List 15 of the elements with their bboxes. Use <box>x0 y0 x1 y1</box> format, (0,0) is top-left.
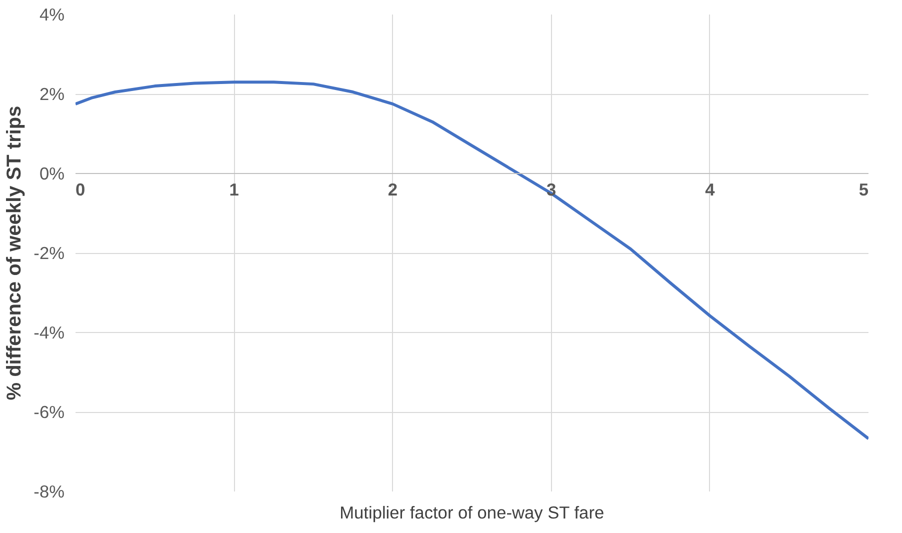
x-tick-label: 4 <box>705 180 716 200</box>
y-axis-title: % difference of weekly ST trips <box>4 106 26 400</box>
y-tick-label: -4% <box>34 322 65 342</box>
x-tick-label: 1 <box>229 180 240 200</box>
y-tick-label: 2% <box>39 84 64 104</box>
x-tick-label: 5 <box>858 180 869 200</box>
line-series <box>76 80 868 440</box>
x-tick-label: 2 <box>388 180 398 200</box>
y-tick-label: 0% <box>39 164 64 184</box>
y-tick-label: -6% <box>34 402 65 422</box>
y-tick-label: -8% <box>34 482 65 502</box>
x-axis-title: Mutiplier factor of one-way ST fare <box>340 502 604 522</box>
x-tick-label: 0 <box>76 180 86 200</box>
y-tick-label: -2% <box>34 243 65 263</box>
y-tick-label: 4% <box>39 4 64 24</box>
